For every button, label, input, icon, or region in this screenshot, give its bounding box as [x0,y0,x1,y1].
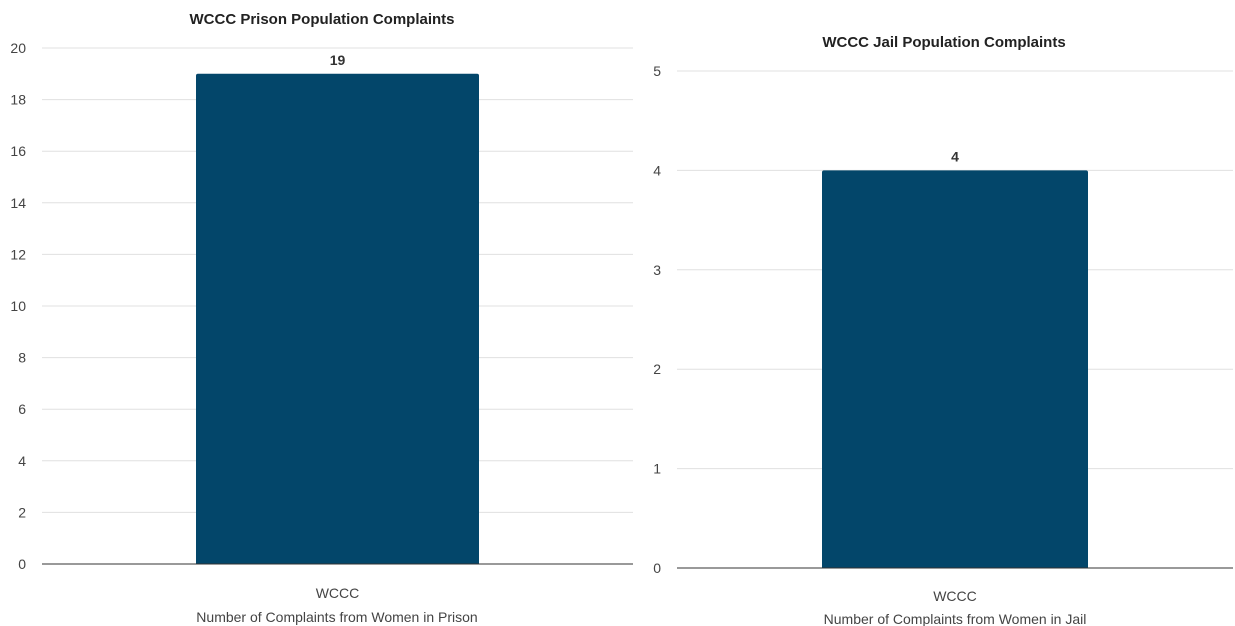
prison-complaints-chart: WCCC Prison Population Complaints 0 2 4 6 8 1… [10,11,633,625]
x-category-label: WCCC [933,588,977,604]
x-axis-categories: WCCC [316,585,360,601]
y-tick-label: 4 [653,162,661,178]
bar-wccc [196,73,479,565]
y-tick-label: 14 [10,195,26,211]
y-tick-label: 1 [653,461,661,477]
bars: 19 [196,52,479,565]
y-tick-label: 8 [18,350,26,366]
y-axis-ticks: 0 1 2 3 4 5 [653,63,661,576]
x-axis-title: Number of Complaints from Women in Jail [824,611,1087,626]
x-axis-categories: WCCC [933,588,977,604]
y-tick-label: 2 [653,361,661,377]
y-tick-label: 5 [653,63,661,79]
chart-title: WCCC Jail Population Complaints [822,34,1065,51]
x-axis-title: Number of Complaints from Women in Priso… [196,609,477,625]
bar-wccc [822,170,1088,568]
x-category-label: WCCC [316,585,360,601]
bars: 4 [822,148,1088,568]
y-tick-label: 12 [10,246,26,262]
y-tick-label: 0 [18,556,26,572]
y-tick-label: 18 [10,92,26,108]
jail-complaints-chart: WCCC Jail Population Complaints 0 1 2 3 4 5 4… [653,34,1233,626]
y-tick-label: 0 [653,560,661,576]
data-label: 19 [330,52,346,68]
y-tick-label: 3 [653,262,661,278]
y-tick-label: 20 [10,40,26,56]
data-label: 4 [951,148,959,164]
y-tick-label: 6 [18,401,26,417]
y-tick-label: 16 [10,143,26,159]
y-axis-ticks: 0 2 4 6 8 10 12 14 16 18 20 [10,40,26,572]
y-tick-label: 4 [18,453,26,469]
y-tick-label: 10 [10,298,26,314]
y-tick-label: 2 [18,504,26,520]
chart-title: WCCC Prison Population Complaints [190,11,455,28]
